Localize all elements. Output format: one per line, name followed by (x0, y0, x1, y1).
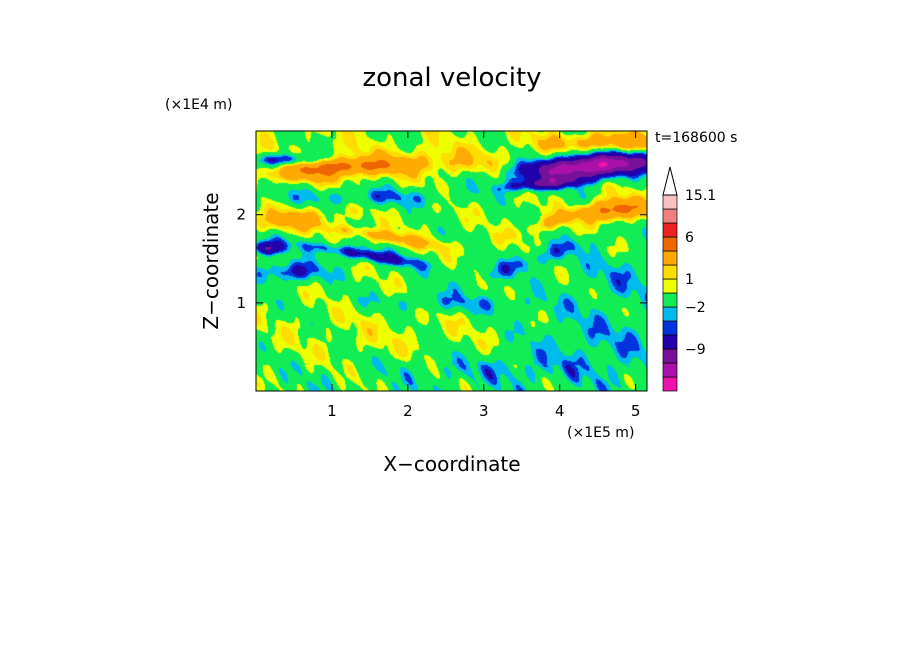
plot-frame (255, 130, 648, 392)
colorbar-band (662, 348, 678, 364)
y-axis-label: Z−coordinate (199, 192, 223, 329)
x-axis-multiplier: (×1E5 m) (567, 425, 634, 441)
colorbar-band (662, 292, 678, 308)
colorbar-band (662, 264, 678, 280)
colorbar-band (662, 236, 678, 252)
y-tick-label: 2 (236, 206, 246, 224)
colorbar-band (662, 334, 678, 350)
x-tick-label: 4 (555, 402, 565, 420)
velocity-field (256, 131, 647, 391)
colorbar-band (662, 250, 678, 266)
colorbar-band (662, 194, 678, 210)
colorbar-band (662, 376, 678, 392)
colorbar-band (662, 362, 678, 378)
colorbar-band (662, 278, 678, 294)
x-tick-label: 1 (327, 402, 337, 420)
colorbar-label: 6 (685, 230, 694, 246)
colorbar-label: −2 (685, 300, 706, 316)
colorbar-extend-arrow (662, 166, 678, 196)
y-axis: 12 (236, 206, 647, 312)
x-tick-label: 3 (479, 402, 489, 420)
time-label: t=168600 s (655, 130, 737, 146)
x-tick-label: 2 (403, 402, 413, 420)
colorbar-band (662, 208, 678, 224)
chart-title: zonal velocity (362, 63, 541, 93)
colorbar: 15.1 6 1 −2 −9 (662, 166, 716, 392)
y-tick-label: 1 (236, 294, 246, 312)
colorbar-band (662, 222, 678, 238)
x-axis: 1 2 3 4 5 (327, 131, 640, 420)
y-axis-multiplier: (×1E4 m) (165, 97, 232, 113)
colorbar-band (662, 320, 678, 336)
x-tick-label: 5 (631, 402, 641, 420)
colorbar-label: −9 (685, 342, 706, 358)
colorbar-label: 1 (685, 272, 694, 288)
colorbar-band (662, 306, 678, 322)
colorbar-label: 15.1 (685, 188, 716, 204)
x-axis-label: X−coordinate (383, 452, 520, 476)
